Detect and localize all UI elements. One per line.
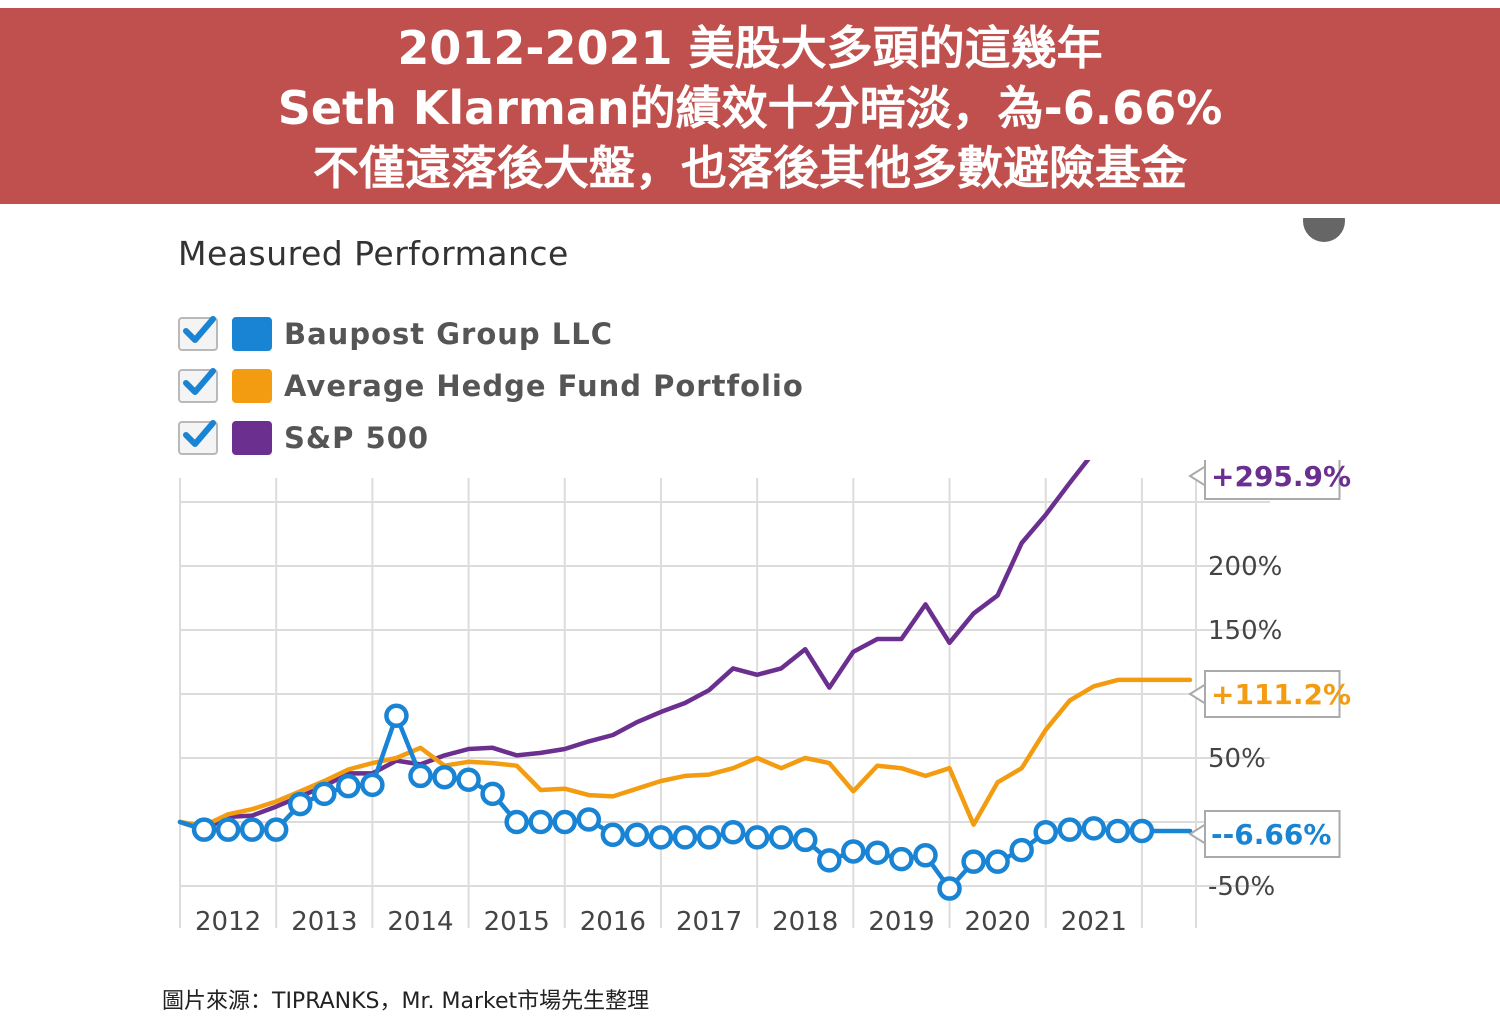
legend-label-sp500: S&P 500 (284, 421, 430, 455)
data-point (961, 849, 986, 874)
x-tick-label: 2018 (772, 907, 838, 937)
check-icon (183, 420, 216, 447)
data-point (600, 822, 626, 848)
data-point (215, 817, 241, 842)
data-point (985, 849, 1010, 874)
info-icon[interactable] (1303, 218, 1345, 242)
data-point (263, 817, 289, 842)
x-tick-label: 2013 (291, 907, 357, 937)
x-tick-label: 2020 (965, 907, 1031, 937)
data-point (191, 817, 217, 842)
performance-chart: 2012 2013 2014 2015 2016 2017 2018 2019 2020 2021… (177, 460, 1351, 937)
end-value-label: +111.2% (1211, 678, 1351, 711)
data-point (913, 843, 938, 868)
data-point (1009, 837, 1034, 863)
data-point (624, 822, 650, 848)
data-point (696, 825, 722, 850)
data-point (841, 839, 866, 864)
data-point (239, 817, 265, 842)
data-point (552, 809, 578, 835)
data-point (432, 764, 457, 790)
source-caption: 圖片來源：TIPRANKS，Mr. Market市場先生整理 (162, 989, 650, 1014)
legend-swatch-hedge-fund (232, 369, 272, 403)
data-point (889, 846, 914, 872)
x-tick-label: 2012 (195, 907, 261, 937)
x-tick-label: 2014 (387, 907, 453, 937)
checkbox-baupost[interactable] (178, 316, 218, 351)
legend-item-baupost[interactable]: Baupost Group LLC (178, 308, 804, 360)
legend-label-baupost: Baupost Group LLC (284, 317, 613, 351)
data-point (1129, 818, 1155, 844)
checkbox-sp500[interactable] (178, 420, 218, 455)
check-icon (183, 316, 216, 343)
legend-item-hedge-fund[interactable]: Average Hedge Fund Portfolio (178, 360, 804, 412)
series-line (177, 677, 1193, 829)
check-icon (183, 368, 216, 395)
data-point (937, 876, 962, 901)
data-point (1105, 818, 1131, 844)
y-tick-label: -50% (1208, 872, 1275, 902)
data-point (456, 767, 481, 793)
chart-title: Measured Performance (178, 234, 569, 273)
data-point (312, 781, 337, 807)
x-tick-label: 2021 (1061, 907, 1127, 937)
callout-pointer (1188, 682, 1207, 706)
x-tick-label: 2017 (676, 907, 742, 937)
data-point (648, 825, 674, 850)
data-point (576, 807, 602, 832)
end-value-label: +295.9% (1211, 460, 1351, 493)
data-point (504, 809, 529, 835)
data-point (865, 840, 890, 865)
data-point (480, 781, 505, 807)
banner-line-1: 2012-2021 美股大多頭的這幾年 (397, 21, 1103, 75)
data-point (1057, 817, 1083, 842)
y-tick-label: 150% (1208, 616, 1282, 646)
title-banner: 2012-2021 美股大多頭的這幾年 Seth Klarman的績效十分暗淡，… (0, 8, 1500, 204)
legend-label-hedge-fund: Average Hedge Fund Portfolio (284, 369, 804, 403)
y-tick-label: 50% (1208, 744, 1266, 774)
data-point (720, 819, 746, 845)
banner-line-2: Seth Klarman的績效十分暗淡，為-6.66% (277, 81, 1223, 135)
data-point (744, 825, 770, 850)
legend-swatch-baupost (232, 317, 272, 351)
y-tick-label: 200% (1208, 552, 1282, 582)
callout-box (1204, 460, 1341, 500)
data-point (408, 763, 433, 789)
data-point (792, 827, 818, 853)
callout-box (1204, 670, 1341, 718)
data-point (360, 772, 385, 798)
series-line (177, 460, 1091, 832)
data-point (1081, 816, 1107, 841)
data-point (528, 809, 553, 835)
callout-box (1204, 810, 1341, 858)
data-point (336, 773, 361, 799)
callout-pointer (1188, 822, 1207, 846)
callout-pointer (1188, 464, 1207, 488)
legend-item-sp500[interactable]: S&P 500 (178, 412, 804, 464)
data-point (672, 825, 698, 850)
x-tick-label: 2019 (868, 907, 934, 937)
data-point (768, 825, 794, 850)
data-point (817, 848, 842, 873)
data-point (287, 791, 313, 817)
banner-line-3: 不僅遠落後大盤，也落後其他多數避險基金 (313, 141, 1187, 195)
data-point (384, 703, 409, 729)
chart-legend: Baupost Group LLC Average Hedge Fund Por… (178, 308, 804, 464)
x-tick-label: 2016 (580, 907, 646, 937)
legend-swatch-sp500 (232, 421, 272, 455)
checkbox-hedge-fund[interactable] (178, 368, 218, 403)
end-value-label: --6.66% (1211, 818, 1331, 851)
data-point (1033, 819, 1058, 845)
x-tick-label: 2015 (484, 907, 550, 937)
